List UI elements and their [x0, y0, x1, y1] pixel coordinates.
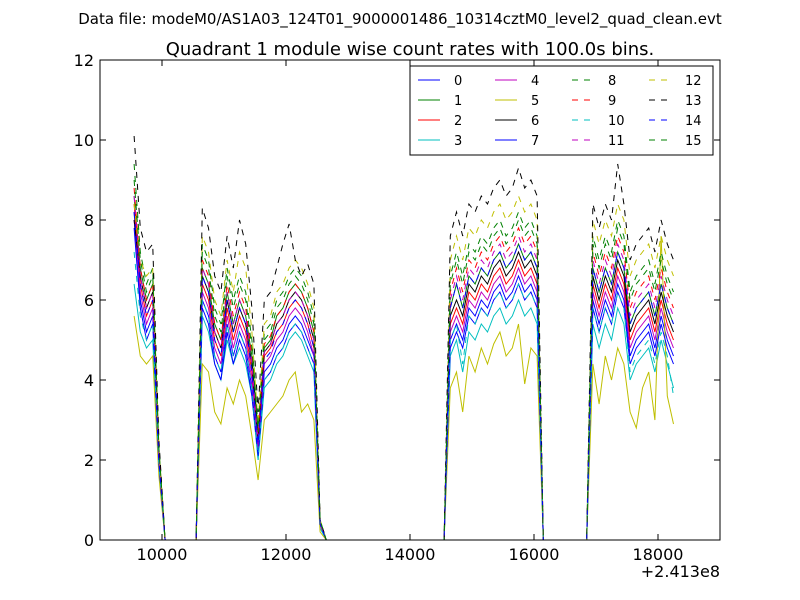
- y-tick-label: 2: [84, 451, 94, 470]
- chart-title: Quadrant 1 module wise count rates with …: [166, 39, 655, 60]
- y-tick-label: 4: [84, 371, 94, 390]
- x-tick-label: 14000: [385, 545, 436, 564]
- legend-label: 7: [531, 134, 539, 149]
- legend-label: 8: [608, 74, 616, 89]
- legend-label: 13: [685, 94, 702, 109]
- x-tick-label: 10000: [137, 545, 188, 564]
- legend-label: 11: [608, 134, 625, 149]
- x-tick-label: 18000: [633, 545, 684, 564]
- legend-label: 9: [608, 94, 616, 109]
- plot-lines: [133, 135, 674, 541]
- x-offset-label: +2.413e8: [641, 562, 720, 581]
- legend-label: 3: [454, 134, 462, 149]
- x-tick-label: 16000: [509, 545, 560, 564]
- series-line-13: [133, 135, 674, 541]
- legend-label: 1: [454, 94, 462, 109]
- legend-label: 5: [531, 94, 539, 109]
- x-tick-label: 12000: [261, 545, 312, 564]
- y-tick-label: 12: [74, 51, 94, 70]
- y-tick-label: 0: [84, 531, 94, 550]
- legend-label: 14: [685, 114, 702, 129]
- chart-supertitle: Data file: modeM0/AS1A03_124T01_90000014…: [78, 10, 722, 29]
- legend-label: 12: [685, 74, 702, 89]
- y-tick-label: 8: [84, 211, 94, 230]
- legend-label: 2: [454, 114, 462, 129]
- y-tick-label: 10: [74, 131, 94, 150]
- legend-label: 15: [685, 134, 702, 149]
- legend-label: 10: [608, 114, 625, 129]
- legend-label: 6: [531, 114, 539, 129]
- legend-label: 0: [454, 74, 462, 89]
- y-tick-label: 6: [84, 291, 94, 310]
- legend-label: 4: [531, 74, 539, 89]
